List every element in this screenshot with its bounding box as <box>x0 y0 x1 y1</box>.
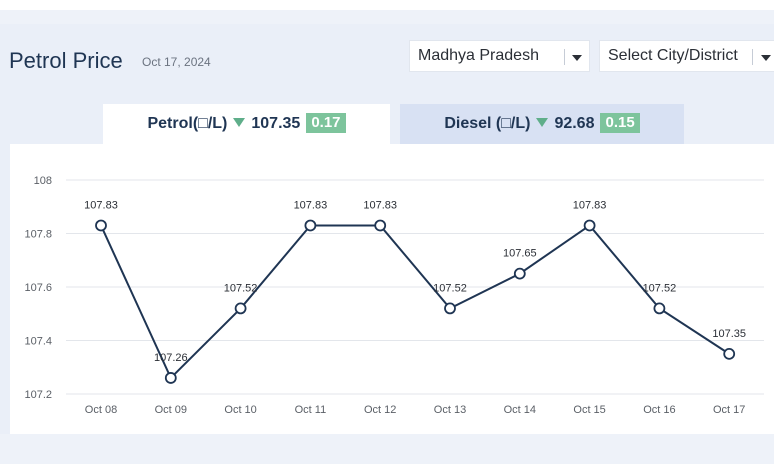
data-point <box>95 219 107 232</box>
price-change-badge: 0.15 <box>600 112 640 133</box>
x-tick-label: Oct 16 <box>643 404 675 416</box>
top-strip <box>0 0 774 10</box>
tab-diesel[interactable]: Diesel (□/L) 92.68 0.15 <box>400 104 684 144</box>
chevron-down-icon <box>572 55 582 61</box>
data-label: 107.35 <box>712 328 746 340</box>
data-point <box>723 347 736 360</box>
x-tick-label: Oct 15 <box>573 404 605 416</box>
select-separator <box>752 49 753 65</box>
data-label: 107.52 <box>224 282 258 294</box>
data-point <box>583 219 596 232</box>
data-point <box>444 302 456 315</box>
price-change-badge: 0.17 <box>306 112 346 133</box>
data-label: 107.83 <box>573 199 607 211</box>
price-line-chart: 108 107.8 107.6 107.4 107.2 Oct 08 Oct 09 Oct 1… <box>24 175 764 416</box>
x-tick-label: Oct 17 <box>713 404 745 416</box>
state-select-value: Madhya Pradesh <box>418 47 539 64</box>
page-title: Petrol Price <box>9 48 123 73</box>
tab-diesel-label: Diesel (□/L) <box>444 115 531 132</box>
x-tick-label: Oct 11 <box>295 404 327 416</box>
price-date: Oct 17, 2024 <box>142 55 211 69</box>
data-point <box>374 219 387 232</box>
data-point <box>304 219 317 232</box>
tab-petrol[interactable]: Petrol(□/L) 107.35 0.17 <box>103 104 390 144</box>
x-tick-label: Oct 12 <box>364 404 396 416</box>
y-tick-label: 108 <box>34 175 52 187</box>
data-label: 107.52 <box>643 282 677 294</box>
data-point <box>653 302 666 315</box>
tab-petrol-price: 107.35 <box>251 115 301 132</box>
x-tick-label: Oct 09 <box>155 404 187 416</box>
price-down-icon <box>233 118 246 128</box>
x-tick-label: Oct 13 <box>434 404 466 416</box>
data-label: 107.65 <box>503 248 537 260</box>
x-tick-label: Oct 08 <box>85 404 117 416</box>
data-label: 107.83 <box>294 199 328 211</box>
select-separator <box>564 49 565 65</box>
city-select-value: Select City/District <box>608 47 738 64</box>
data-point <box>234 302 247 315</box>
tab-diesel-price: 92.68 <box>554 115 595 132</box>
data-point <box>513 267 526 280</box>
data-label: 107.83 <box>84 199 118 211</box>
y-tick-label: 107.8 <box>24 229 52 241</box>
y-tick-label: 107.2 <box>24 389 52 401</box>
chevron-down-icon <box>761 55 771 61</box>
chart-container: 108 107.8 107.6 107.4 107.2 Oct 08 Oct 09 Oct 1… <box>10 144 774 434</box>
state-select[interactable]: Madhya Pradesh <box>409 40 590 72</box>
data-point <box>164 372 177 384</box>
y-tick-label: 107.6 <box>24 282 52 294</box>
y-tick-label: 107.4 <box>24 336 52 348</box>
series-line <box>100 224 730 380</box>
data-label: 107.83 <box>363 199 397 211</box>
data-label: 107.26 <box>154 352 188 364</box>
tab-petrol-label: Petrol(□/L) <box>147 115 228 132</box>
x-tick-label: Oct 10 <box>224 404 256 416</box>
city-select[interactable]: Select City/District <box>599 40 774 72</box>
price-down-icon <box>536 118 549 128</box>
x-tick-label: Oct 14 <box>504 404 536 416</box>
data-label: 107.52 <box>433 282 467 294</box>
